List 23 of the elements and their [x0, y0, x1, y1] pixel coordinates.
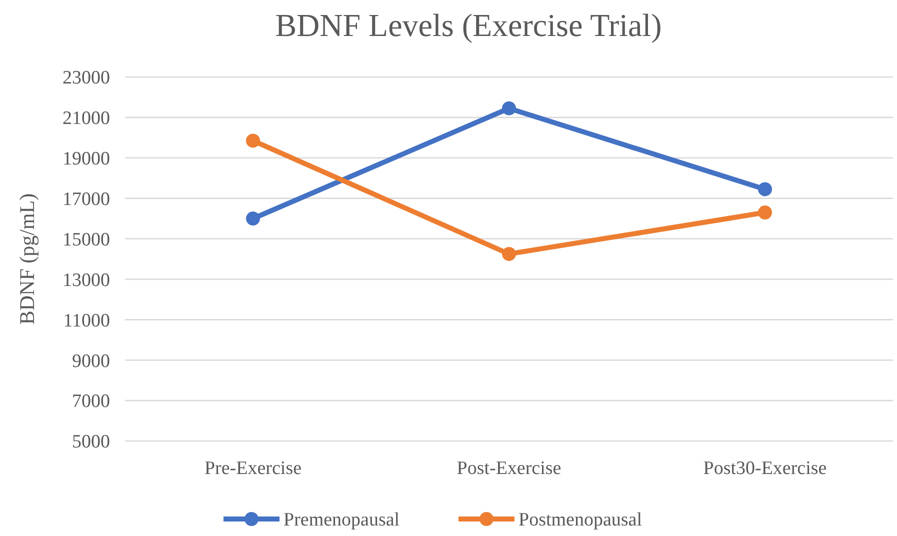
point [758, 182, 772, 196]
x-tick-label: Post30-Exercise [703, 458, 827, 479]
y-tick-label: 21000 [62, 108, 110, 130]
y-tick-label: 7000 [72, 391, 110, 412]
x-tick-label: Pre-Exercise [204, 458, 302, 479]
y-tick-label: 5000 [72, 432, 110, 453]
y-tick-label: 9000 [72, 350, 110, 372]
point [502, 246, 516, 261]
x-tick-label: Post-Exercise [456, 458, 562, 479]
y-tick-label: 15000 [62, 229, 110, 250]
legend-label: Postmenopausal [518, 510, 642, 531]
y-tick-label: 19000 [62, 148, 110, 170]
y-tick-label: 13000 [62, 270, 110, 291]
legend-label: Premenopausal [284, 510, 400, 531]
y-tick-label: 11000 [63, 310, 110, 332]
point [246, 134, 260, 148]
point [758, 205, 772, 220]
y-tick-label: 23000 [62, 68, 110, 89]
y-axis-title: BDNF (pg/mL) [15, 193, 39, 325]
y-tick-label: 17000 [62, 188, 110, 210]
point [246, 212, 260, 226]
point [502, 101, 516, 116]
chart-title: BDNF Levels (Exercise Trial) [275, 7, 662, 43]
